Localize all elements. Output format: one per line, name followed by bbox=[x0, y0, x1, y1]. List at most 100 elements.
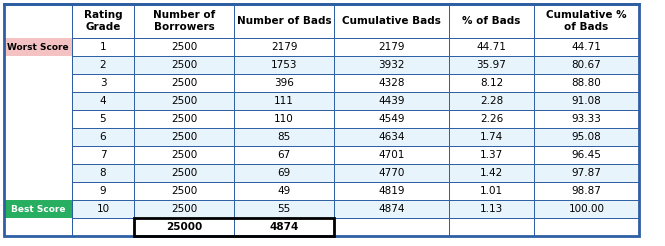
Bar bbox=[134, 92, 234, 110]
Text: 44.71: 44.71 bbox=[571, 42, 601, 52]
Bar bbox=[449, 110, 534, 128]
Bar bbox=[534, 4, 639, 38]
Bar bbox=[72, 92, 134, 110]
Bar bbox=[234, 128, 334, 146]
Bar bbox=[4, 200, 72, 218]
Bar bbox=[4, 38, 72, 56]
Bar bbox=[4, 92, 72, 110]
Bar bbox=[134, 110, 234, 128]
Bar bbox=[534, 218, 639, 236]
Text: 80.67: 80.67 bbox=[572, 60, 601, 70]
Text: 3932: 3932 bbox=[378, 60, 405, 70]
Text: 1.74: 1.74 bbox=[480, 132, 503, 142]
Bar bbox=[234, 74, 334, 92]
Bar bbox=[4, 56, 72, 74]
Text: 4701: 4701 bbox=[378, 150, 405, 160]
Text: 396: 396 bbox=[274, 78, 294, 88]
Bar bbox=[449, 182, 534, 200]
Bar bbox=[234, 38, 334, 56]
Text: Number of
Borrowers: Number of Borrowers bbox=[153, 10, 215, 32]
Bar bbox=[334, 164, 449, 182]
Bar bbox=[334, 38, 449, 56]
Bar bbox=[134, 128, 234, 146]
Text: 2179: 2179 bbox=[271, 42, 297, 52]
Text: 55: 55 bbox=[277, 204, 291, 214]
Bar bbox=[4, 4, 72, 38]
Bar bbox=[534, 110, 639, 128]
Text: 85: 85 bbox=[277, 132, 291, 142]
Bar bbox=[134, 38, 234, 56]
Bar bbox=[534, 38, 639, 56]
Bar bbox=[234, 218, 334, 236]
Bar bbox=[534, 56, 639, 74]
Bar bbox=[4, 164, 72, 182]
Bar bbox=[72, 182, 134, 200]
Text: 8.12: 8.12 bbox=[480, 78, 503, 88]
Bar bbox=[534, 200, 639, 218]
Text: 2.28: 2.28 bbox=[480, 96, 503, 106]
Bar bbox=[134, 200, 234, 218]
Bar bbox=[72, 200, 134, 218]
Text: 8: 8 bbox=[100, 168, 106, 178]
Text: 2500: 2500 bbox=[171, 204, 197, 214]
Bar bbox=[134, 146, 234, 164]
Text: 44.71: 44.71 bbox=[477, 42, 507, 52]
Bar bbox=[134, 4, 234, 38]
Text: 4874: 4874 bbox=[269, 222, 299, 232]
Text: 2179: 2179 bbox=[378, 42, 405, 52]
Bar bbox=[134, 218, 334, 236]
Text: 1.01: 1.01 bbox=[480, 186, 503, 196]
Bar bbox=[234, 164, 334, 182]
Text: 1.42: 1.42 bbox=[480, 168, 503, 178]
Bar bbox=[334, 110, 449, 128]
Bar bbox=[72, 146, 134, 164]
Bar bbox=[449, 164, 534, 182]
Text: 4439: 4439 bbox=[378, 96, 405, 106]
Bar bbox=[334, 4, 449, 38]
Text: 4634: 4634 bbox=[378, 132, 405, 142]
Bar bbox=[334, 182, 449, 200]
Bar bbox=[334, 128, 449, 146]
Text: 9: 9 bbox=[100, 186, 106, 196]
Bar bbox=[234, 4, 334, 38]
Text: 4: 4 bbox=[100, 96, 106, 106]
Bar bbox=[334, 146, 449, 164]
Bar bbox=[534, 74, 639, 92]
Text: 2500: 2500 bbox=[171, 96, 197, 106]
Text: 2500: 2500 bbox=[171, 78, 197, 88]
Text: 97.87: 97.87 bbox=[571, 168, 601, 178]
Text: Number of Bads: Number of Bads bbox=[237, 16, 331, 26]
Text: 100.00: 100.00 bbox=[569, 204, 604, 214]
Bar bbox=[534, 146, 639, 164]
Text: 4549: 4549 bbox=[378, 114, 405, 124]
Text: 2500: 2500 bbox=[171, 42, 197, 52]
Text: 93.33: 93.33 bbox=[571, 114, 601, 124]
Text: 4819: 4819 bbox=[378, 186, 405, 196]
Bar bbox=[134, 218, 234, 236]
Text: 4770: 4770 bbox=[378, 168, 405, 178]
Bar bbox=[334, 92, 449, 110]
Text: 2500: 2500 bbox=[171, 150, 197, 160]
Text: 2500: 2500 bbox=[171, 132, 197, 142]
Text: 2500: 2500 bbox=[171, 168, 197, 178]
Bar bbox=[449, 92, 534, 110]
Bar bbox=[72, 38, 134, 56]
Text: 5: 5 bbox=[100, 114, 106, 124]
Bar bbox=[134, 182, 234, 200]
Bar bbox=[72, 218, 134, 236]
Text: 2: 2 bbox=[100, 60, 106, 70]
Bar bbox=[234, 110, 334, 128]
Bar bbox=[134, 74, 234, 92]
Text: % of Bads: % of Bads bbox=[462, 16, 521, 26]
Bar bbox=[534, 92, 639, 110]
Bar bbox=[449, 128, 534, 146]
Text: 98.87: 98.87 bbox=[571, 186, 601, 196]
Bar bbox=[4, 182, 72, 200]
Bar bbox=[4, 218, 72, 236]
Text: 2500: 2500 bbox=[171, 60, 197, 70]
Bar bbox=[449, 38, 534, 56]
Text: 88.80: 88.80 bbox=[572, 78, 601, 88]
Bar bbox=[234, 182, 334, 200]
Text: 2.26: 2.26 bbox=[480, 114, 503, 124]
Bar bbox=[72, 110, 134, 128]
